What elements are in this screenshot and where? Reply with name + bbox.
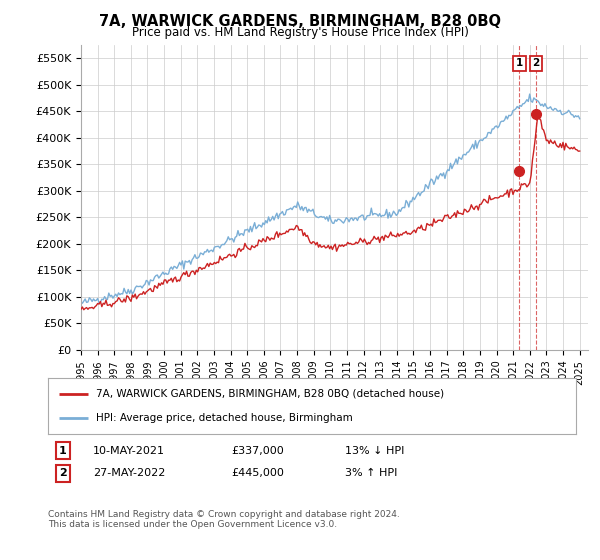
Text: 13% ↓ HPI: 13% ↓ HPI (345, 446, 404, 456)
Text: £337,000: £337,000 (231, 446, 284, 456)
Text: 7A, WARWICK GARDENS, BIRMINGHAM, B28 0BQ (detached house): 7A, WARWICK GARDENS, BIRMINGHAM, B28 0BQ… (95, 389, 443, 399)
Text: HPI: Average price, detached house, Birmingham: HPI: Average price, detached house, Birm… (95, 413, 352, 423)
Text: 3% ↑ HPI: 3% ↑ HPI (345, 468, 397, 478)
Text: £445,000: £445,000 (231, 468, 284, 478)
Text: 7A, WARWICK GARDENS, BIRMINGHAM, B28 0BQ: 7A, WARWICK GARDENS, BIRMINGHAM, B28 0BQ (99, 14, 501, 29)
Text: 1: 1 (59, 446, 67, 456)
Text: 27-MAY-2022: 27-MAY-2022 (93, 468, 166, 478)
Text: 1: 1 (516, 58, 523, 68)
Text: 10-MAY-2021: 10-MAY-2021 (93, 446, 165, 456)
Text: 2: 2 (532, 58, 539, 68)
Text: Contains HM Land Registry data © Crown copyright and database right 2024.
This d: Contains HM Land Registry data © Crown c… (48, 510, 400, 529)
Text: 2: 2 (59, 468, 67, 478)
Text: Price paid vs. HM Land Registry's House Price Index (HPI): Price paid vs. HM Land Registry's House … (131, 26, 469, 39)
